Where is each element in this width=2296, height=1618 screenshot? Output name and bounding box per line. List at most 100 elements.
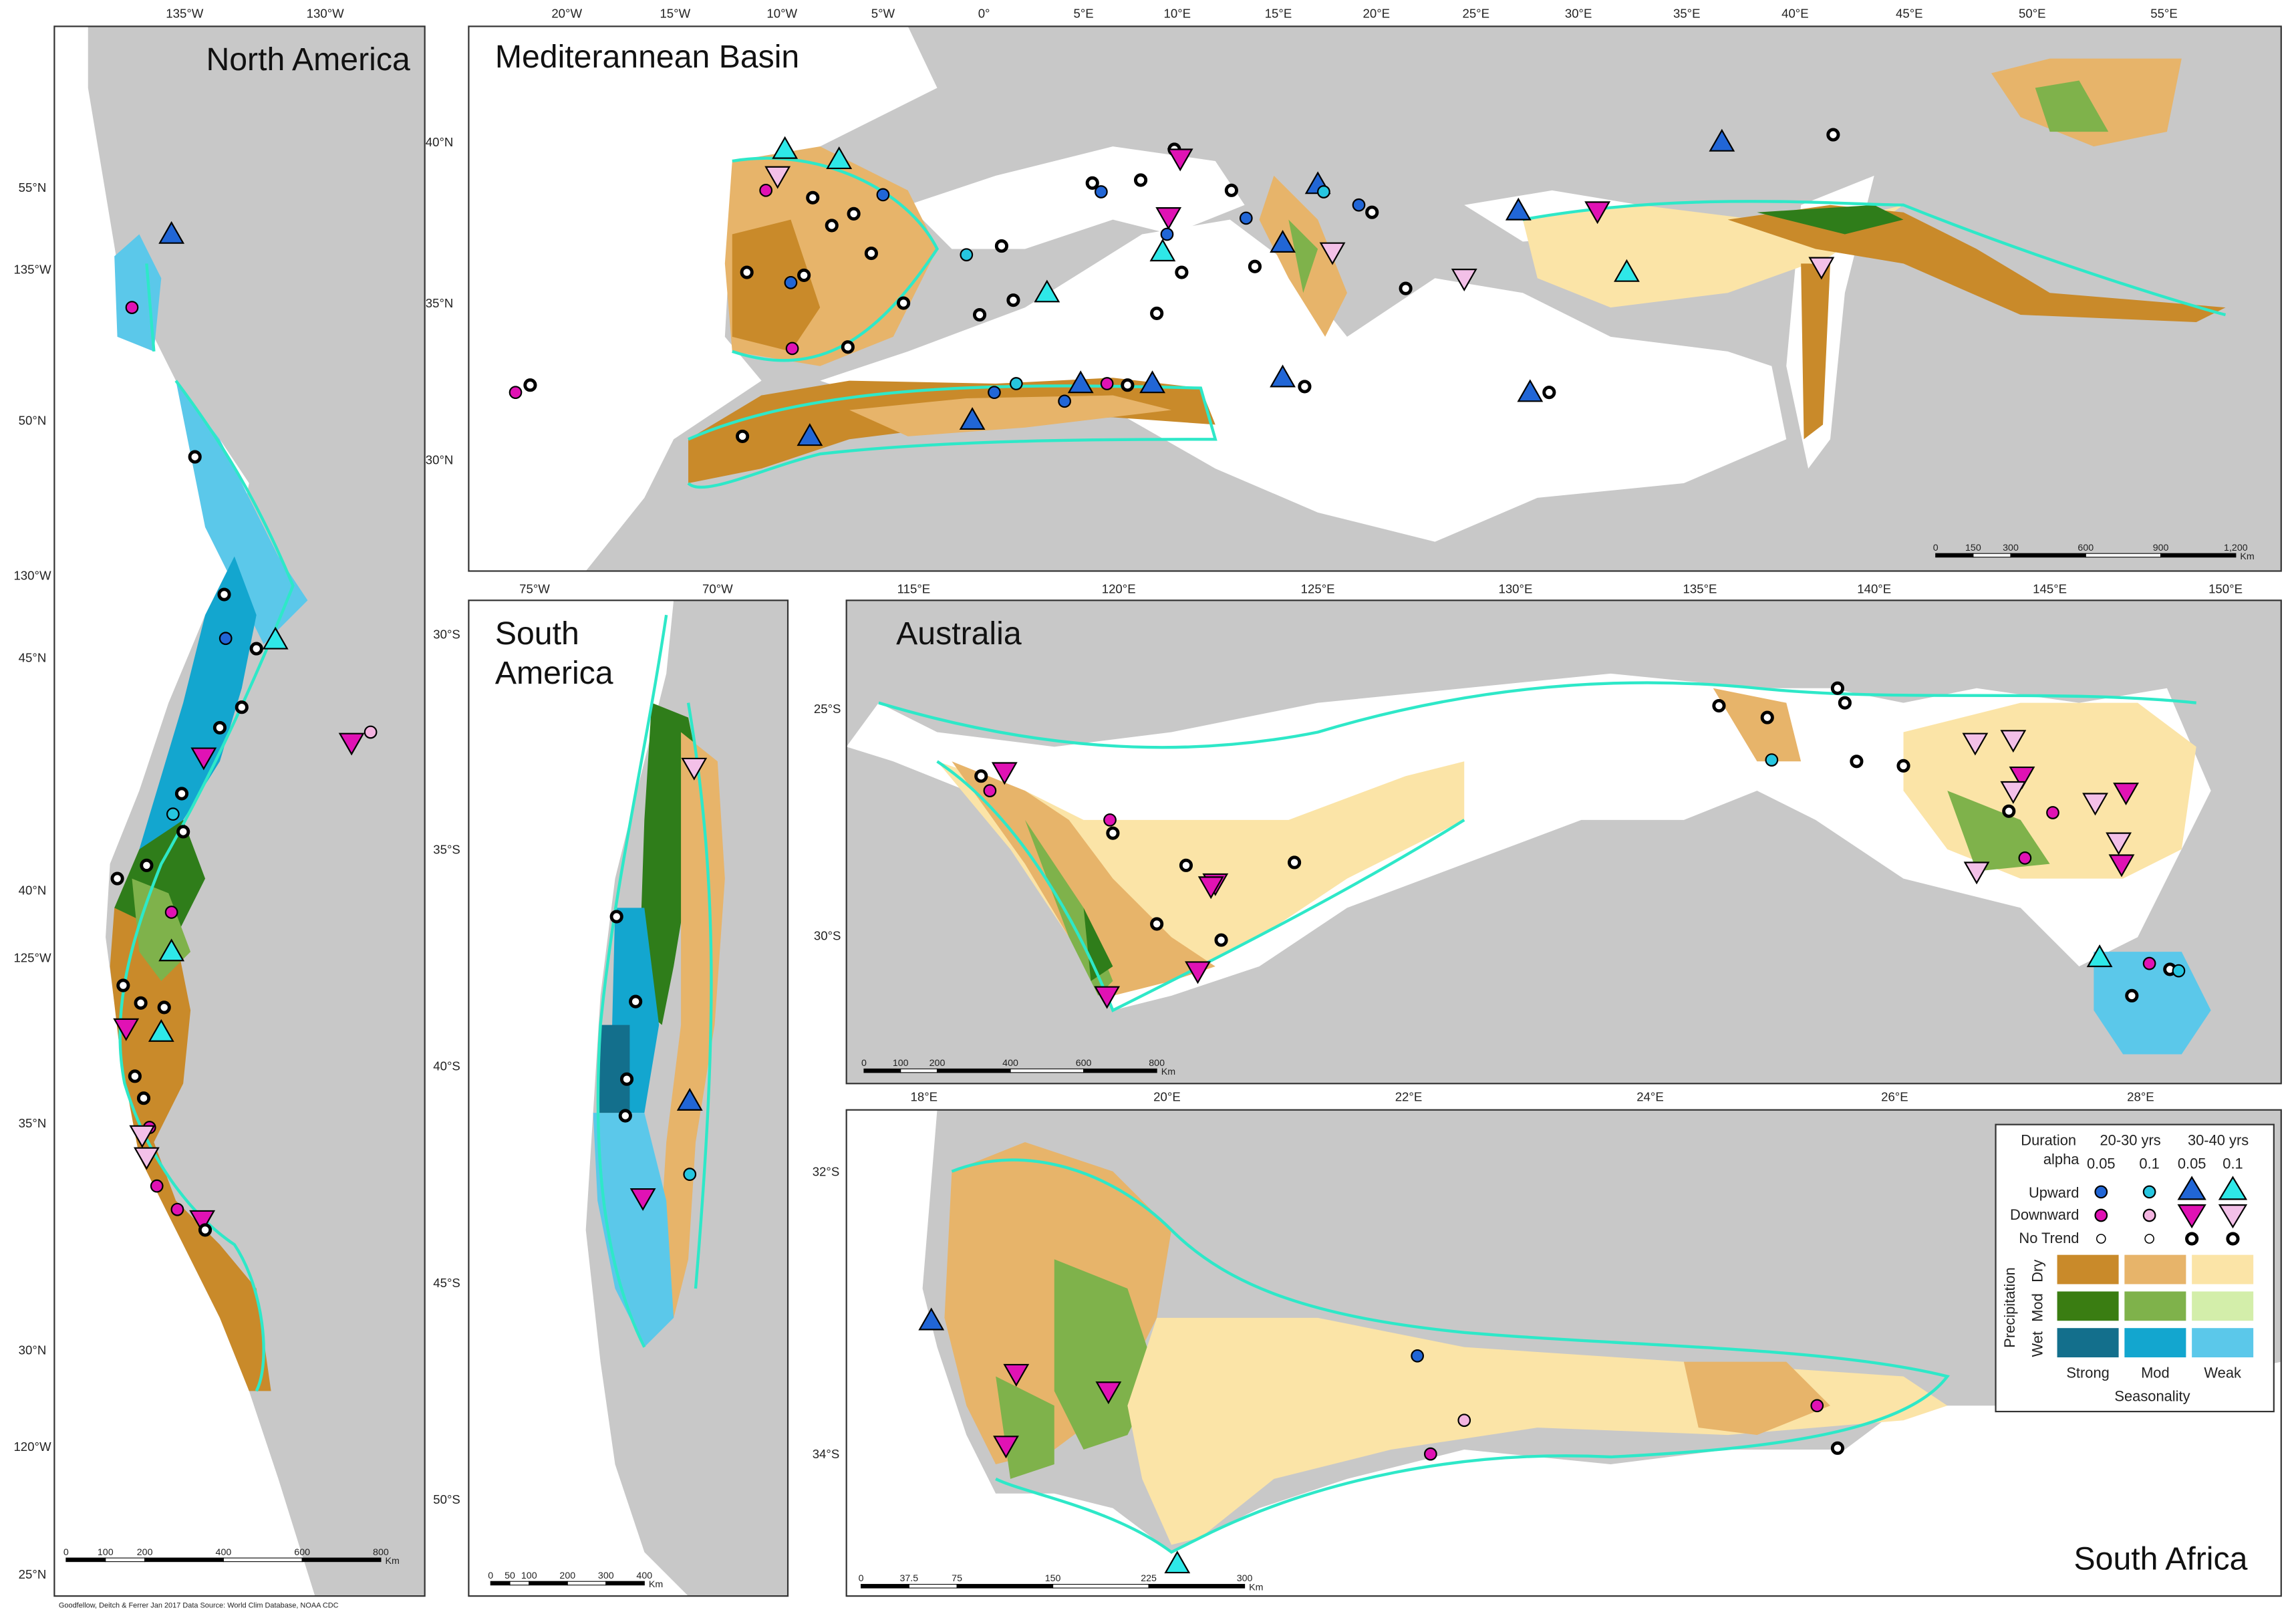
station-downward [983,784,997,797]
scale-label: 600 [2077,543,2094,553]
station-downward [2009,766,2035,789]
legend-row: No Trend [2019,1230,2079,1246]
station-no-trend [174,787,189,801]
australia-map [846,600,2281,1084]
station-no-trend [806,190,820,205]
station-downward [189,1210,216,1233]
longitude-label: 135°W [166,6,203,20]
station-downward [991,762,1018,785]
legend-alpha: alpha [2043,1151,2079,1168]
labels: North America 135°W 130°W 55°N 50°N 45°N 40°N 3… [13,6,2254,1593]
station-no-trend [2125,988,2139,1002]
scale-label: 200 [559,1571,575,1581]
longitude-label: 135°W [13,263,51,277]
station-downward [2046,806,2059,819]
station-no-trend [136,1091,151,1105]
longitude-label: 10°W [766,6,797,20]
station-upward [1058,394,1071,408]
station-no-trend [629,994,643,1008]
station-downward [2082,793,2108,816]
station-no-trend [1826,128,1840,142]
scale-bar-segment [2010,553,2086,558]
longitude-label: 26°E [1881,1090,1908,1104]
panel-title: America [495,655,613,691]
station-downward [129,1125,156,1148]
scale-bar-segment [65,1557,106,1563]
scale-bar-segment [529,1581,568,1586]
station-downward [170,1202,184,1216]
station-upward [262,626,289,650]
station-downward [1962,732,1989,756]
station-no-trend [1830,1441,1845,1455]
station-upward [1149,239,1176,262]
scale-label: 0 [63,1547,69,1558]
legend-seasonality-level: Mod [2141,1365,2170,1381]
station-upward [683,1168,697,1182]
station-no-trend [1830,681,1845,695]
scale-label: 0 [488,1571,493,1581]
latitude-label: 50°S [433,1492,460,1506]
station-upward [1067,370,1094,394]
station-downward [1095,1381,1122,1405]
scale-bar-segment [567,1581,607,1586]
scale-label: 100 [893,1058,909,1069]
longitude-label: 15°W [660,6,690,20]
scale-label: 400 [636,1571,652,1581]
station-downward [1963,861,1990,885]
station-upward [158,221,185,244]
scale-bar-segment [863,1068,901,1073]
station-no-trend [1175,265,1189,279]
station-upward [826,146,853,170]
station-upward [1352,198,1366,212]
longitude-label: 140°E [1857,581,1891,595]
longitude-label: 30°E [1565,6,1592,20]
scale-label: 37.5 [899,1573,918,1584]
latitude-label: 45°S [433,1276,460,1290]
station-downward [1584,201,1611,225]
station-no-trend [609,910,623,924]
station-upward [148,1019,174,1042]
scale-label: 300 [2003,543,2019,553]
station-upward [2172,964,2186,978]
station-upward [1009,377,1023,390]
longitude-label: 115°E [897,581,931,595]
legend-seasonality-level: Weak [2204,1365,2241,1381]
station-no-trend [1365,205,1379,219]
station-no-trend [110,871,124,886]
legend-alpha-value: 0.05 [2087,1155,2116,1172]
scale-label: 0 [1933,543,1939,553]
station-no-trend [2002,804,2016,818]
station-downward [785,342,799,356]
scale-label: 900 [2153,543,2169,553]
station-downward [150,1179,164,1193]
scale-unit: Km [1161,1067,1175,1077]
station-upward [988,386,1001,400]
station-no-trend [825,219,839,233]
scale-label: 600 [1076,1058,1092,1069]
scale-bar-segment [223,1557,303,1563]
panel-title: Australia [896,616,1022,652]
scale-bar-segment [105,1557,146,1563]
station-downward [338,732,365,756]
longitude-label: 50°E [2019,6,2046,20]
scale-bar-segment [1935,553,1974,558]
latitude-label: 30°N [19,1343,47,1357]
legend-seasonality: Seasonality [2114,1388,2190,1405]
scale-bar-segment [1010,1068,1085,1073]
station-downward [629,1188,656,1211]
station-downward [1808,257,1835,280]
station-downward [364,725,378,739]
scale-bar-segment [956,1584,1054,1589]
longitude-label: 40°E [1781,6,1809,20]
longitude-label: 125°E [1301,581,1335,595]
longitude-label: 150°E [2208,581,2243,595]
longitude-label: 5°W [871,6,895,20]
station-upward [1270,229,1296,253]
scale-label: 400 [216,1547,232,1558]
latitude-label: 30°S [814,929,841,943]
scale-label: 0 [859,1573,864,1584]
station-downward [164,906,178,919]
station-no-trend [157,1000,171,1015]
legend-precip-level: Mod [2029,1293,2046,1322]
